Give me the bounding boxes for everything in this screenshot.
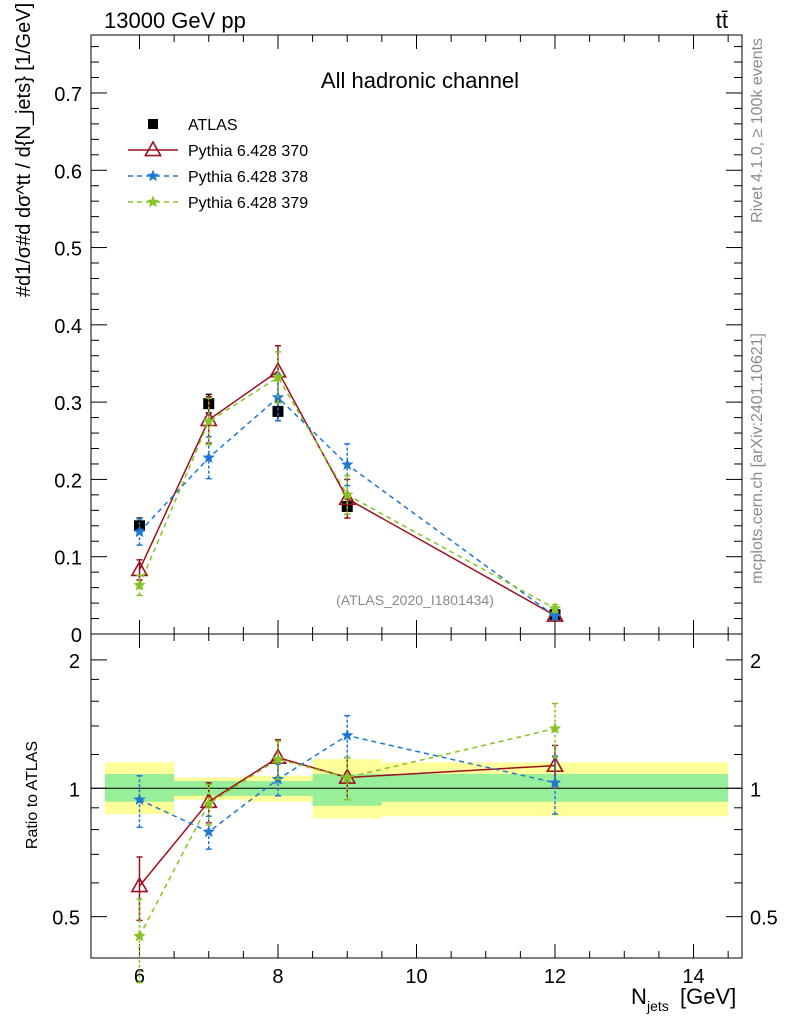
legend-entry: Pythia 6.428 379: [128, 195, 308, 212]
legend-entry: ATLAS: [148, 117, 238, 134]
energy-label: 13000 GeV pp: [104, 8, 246, 33]
legend-label: Pythia 6.428 370: [188, 143, 308, 160]
main-data-point: [271, 370, 285, 383]
legend-marker: [144, 140, 162, 157]
x-tick-label: 8: [272, 966, 283, 988]
ratio-series-pythia-6-428-379: [133, 702, 562, 984]
ratio-y-tick-label-right: 1: [750, 779, 761, 801]
main-series-pythia-6-428-379: [133, 351, 562, 614]
ratio-y-tick-label-right: 2: [750, 651, 761, 673]
channel-title: All hadronic channel: [321, 68, 519, 93]
main-data-point: [548, 601, 562, 614]
main-y-tick-label: 0.3: [54, 393, 82, 415]
main-data-point: [340, 458, 354, 471]
main-y-tick-label: 0.2: [54, 470, 82, 492]
ratio-y-tick-label-left: 2: [69, 651, 80, 673]
ratio-data-point: [271, 752, 285, 765]
ratio-data-point: [133, 793, 146, 806]
x-axis-title: N jets [GeV]: [631, 984, 736, 1014]
mcplots-site-label: mcplots.cern.ch [arXiv:2401.10621]: [749, 333, 766, 584]
main-y-tick-label: 0: [71, 625, 82, 647]
main-data-point: [272, 405, 284, 417]
main-y-tick-label: 0.4: [54, 316, 82, 338]
main-y-axis-title: #d1/σ#d dσ^tt / d{N_jets} [1/GeV]: [13, 3, 35, 297]
x-tick-label: 14: [682, 966, 704, 988]
main-data-point: [548, 609, 562, 622]
x-tick-label: 10: [405, 966, 427, 988]
main-data-point: [133, 525, 146, 538]
ratio-data-point: [202, 825, 216, 838]
legend-entry: Pythia 6.428 370: [128, 140, 308, 160]
ratio-y-tick-label-left: 0.5: [52, 908, 80, 930]
ratio-data-point: [130, 876, 149, 893]
ratio-y-tick-label-right: 0.5: [750, 908, 778, 930]
legend-entry: Pythia 6.428 378: [128, 169, 308, 186]
main-y-tick-label: 0.6: [54, 161, 82, 183]
legend-label: ATLAS: [188, 117, 238, 134]
x-tick-label: 12: [544, 966, 566, 988]
ratio-data-point: [133, 929, 146, 942]
ratio-data-point: [548, 721, 562, 735]
ratio-data-point: [202, 797, 216, 810]
main-y-tick-label: 0.7: [54, 84, 82, 106]
process-label: tt̄: [716, 8, 728, 33]
legend-marker: [146, 195, 160, 208]
main-data-point: [133, 578, 146, 591]
ratio-series-line: [138, 727, 556, 937]
main-series-line: [138, 376, 556, 610]
svg-text:jets: jets: [646, 998, 669, 1014]
ratio-data-point: [548, 776, 562, 789]
legend-marker: [146, 169, 160, 182]
main-data-point: [202, 451, 216, 464]
ratio-y-axis-title: Ratio to ATLAS: [24, 741, 41, 849]
ratio-data-point: [340, 728, 354, 741]
ratio-y-tick-label-left: 1: [69, 779, 80, 801]
analysis-id: (ATLAS_2020_I1801434): [336, 592, 494, 608]
legend-label: Pythia 6.428 379: [188, 195, 308, 212]
main-data-point: [202, 414, 216, 427]
rivet-version-label: Rivet 4.1.0, ≥ 100k events: [749, 38, 766, 223]
svg-text:N: N: [631, 984, 647, 1009]
main-y-tick-label: 0.1: [54, 548, 82, 570]
ratio-data-point: [340, 770, 354, 783]
svg-text:[GeV]: [GeV]: [680, 984, 736, 1009]
main-y-tick-label: 0.5: [54, 239, 82, 261]
legend-label: Pythia 6.428 378: [188, 169, 308, 186]
main-data-point: [340, 488, 354, 501]
legend-marker: [148, 119, 158, 129]
